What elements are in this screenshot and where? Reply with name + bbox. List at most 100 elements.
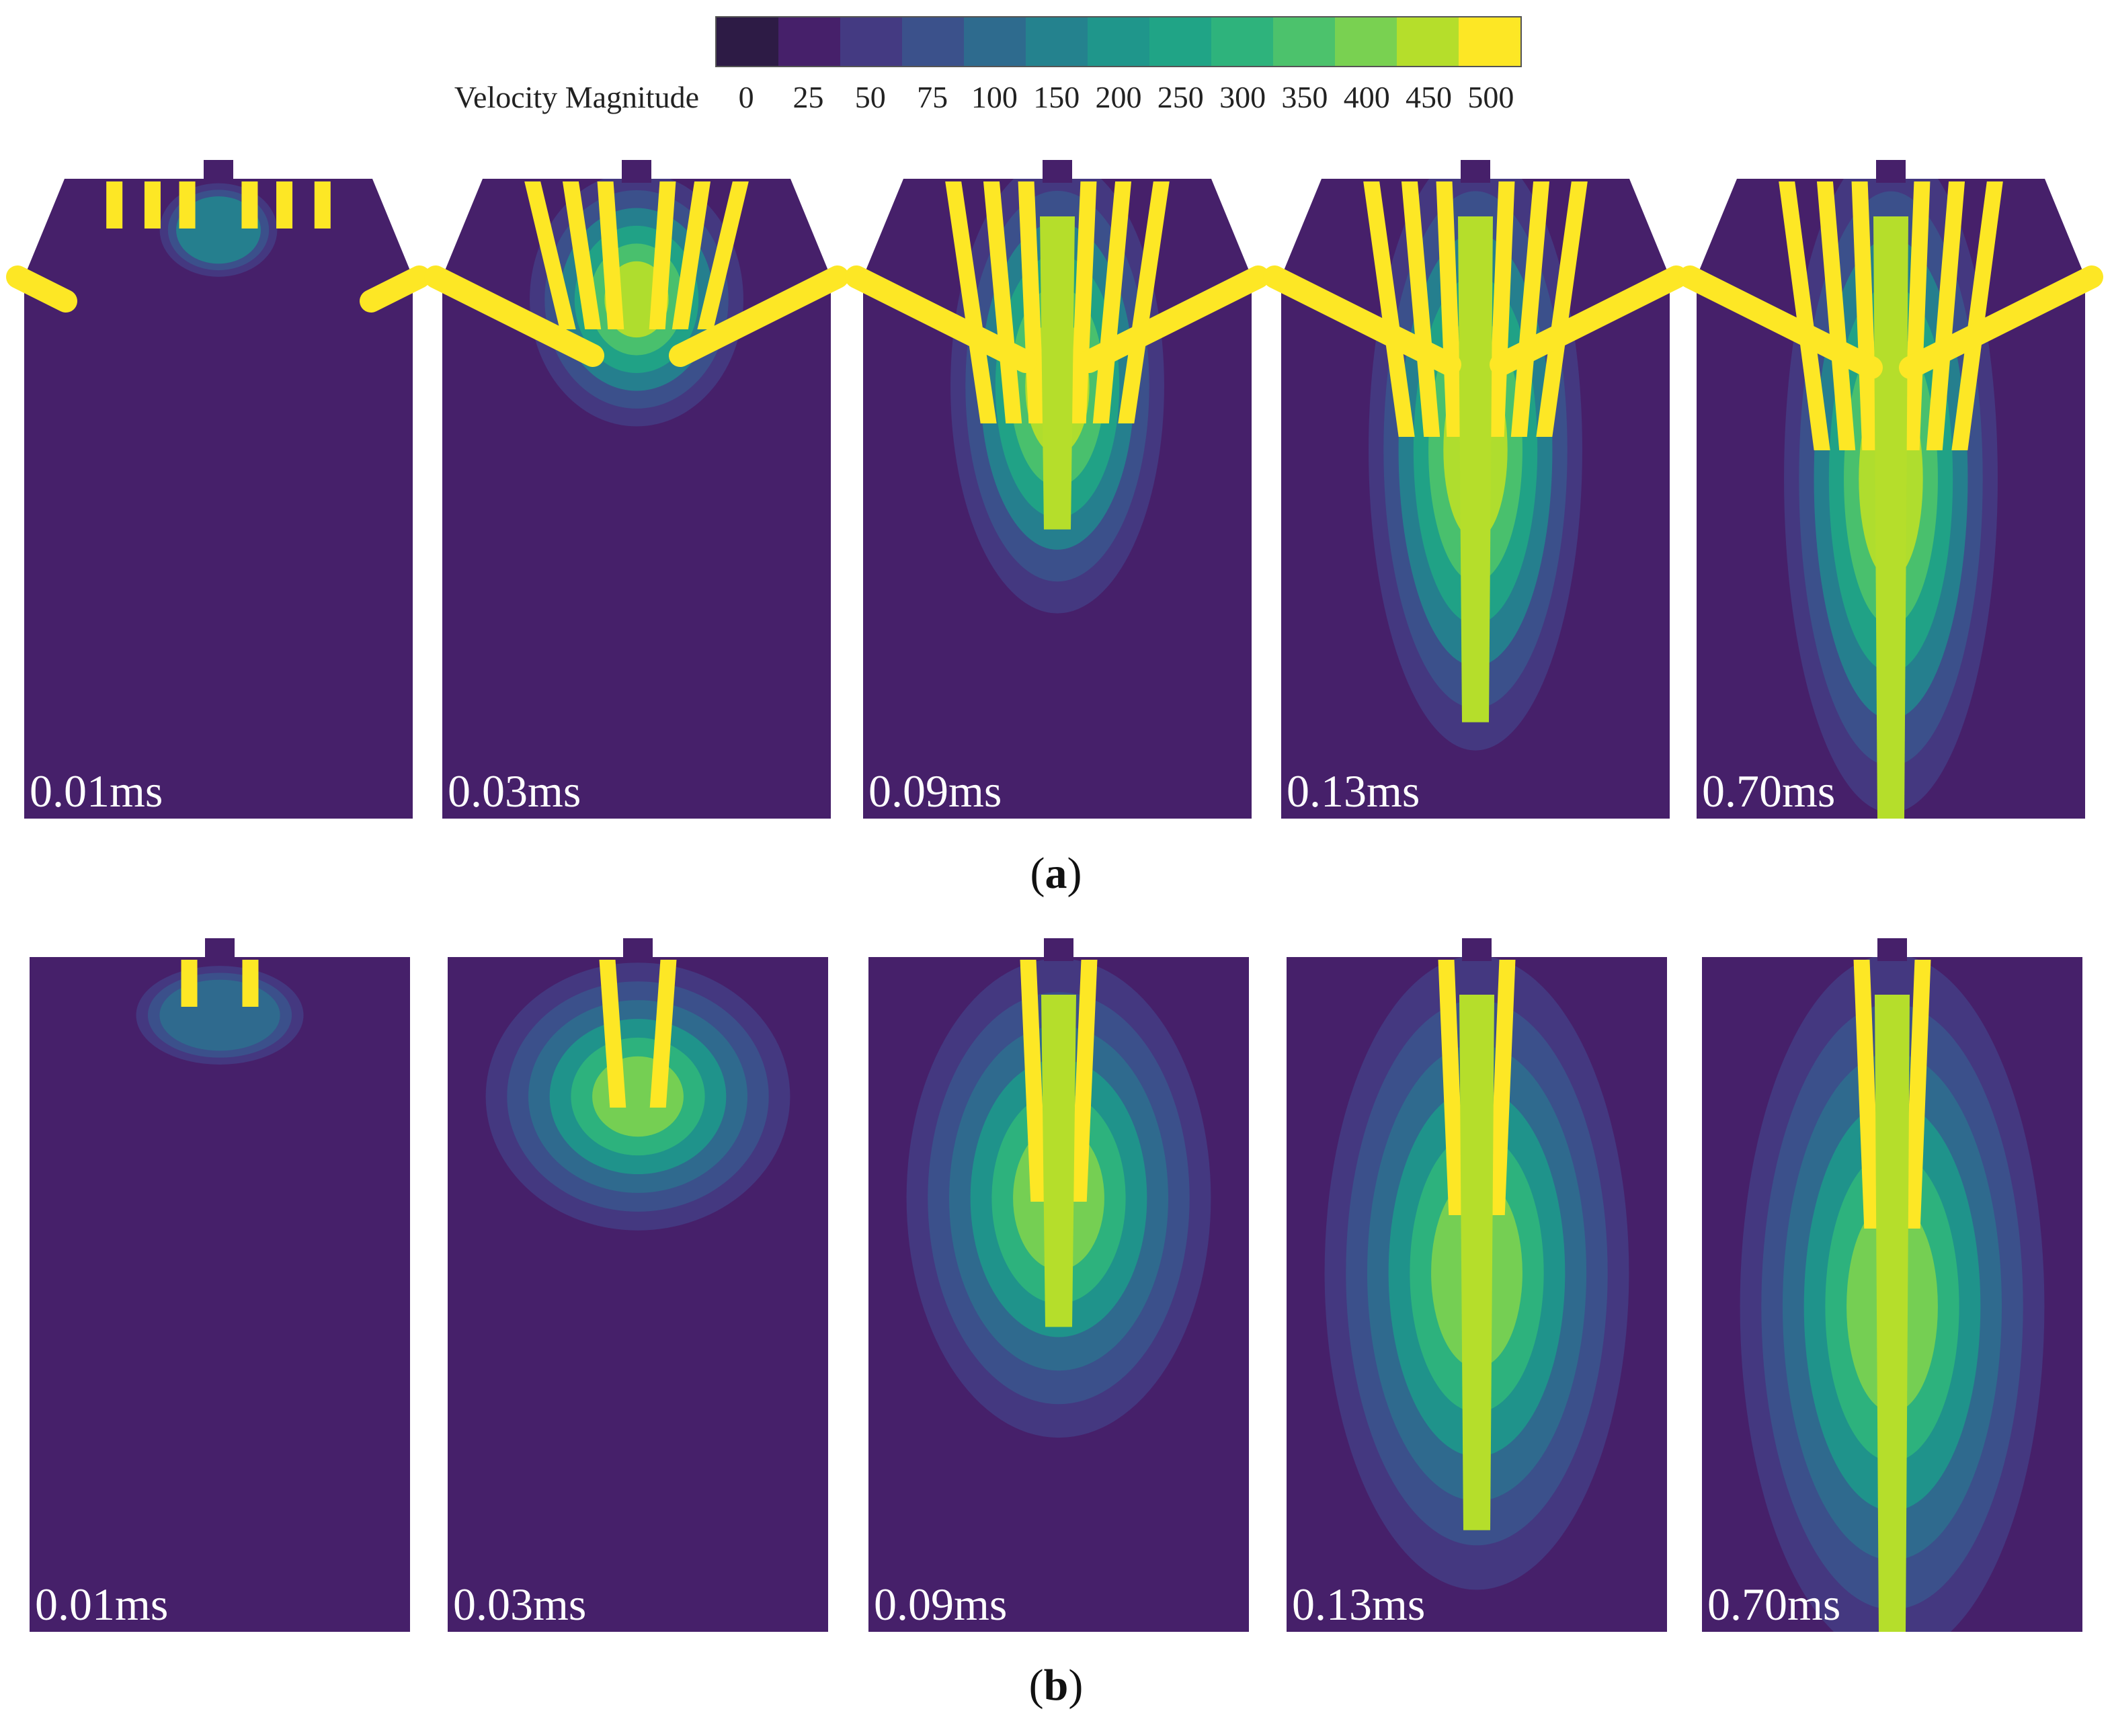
colorbar-tick-label: 500 [1467, 80, 1514, 114]
panel-time-label: 0.70ms [1702, 766, 1835, 817]
caption-b-close: ) [1068, 1661, 1084, 1710]
panel-time-label: 0.13ms [1287, 766, 1420, 817]
velocity-contour-band [159, 979, 280, 1051]
colorbar-swatch [1211, 17, 1273, 66]
contour-panel: 0.09ms [868, 938, 1249, 1632]
side-jet [1899, 265, 2103, 379]
colorbar-tick-label: 350 [1281, 80, 1328, 114]
side-jet [360, 265, 431, 313]
injector-jet [181, 960, 198, 1007]
caption-a: (a) [1008, 848, 1104, 899]
colorbar-swatch [1149, 17, 1211, 66]
side-jet [669, 265, 849, 367]
contour-panel: 0.01ms [30, 938, 410, 1632]
panel-time-label: 0.09ms [868, 766, 1002, 817]
colorbar-tick-label: 0 [738, 80, 754, 114]
injector-jet [1851, 181, 1879, 450]
injector-jet [1853, 960, 1881, 1229]
injector-jet [524, 181, 576, 329]
center-nozzle [1043, 160, 1072, 183]
injector-jet [697, 181, 749, 329]
colorbar-tick-label: 400 [1343, 80, 1390, 114]
center-nozzle [205, 938, 235, 961]
contour-panel: 0.03ms [448, 938, 828, 1632]
central-jet-core [1041, 995, 1076, 1327]
injector-jet [241, 181, 258, 229]
side-jet [6, 265, 77, 313]
row-b-panels: 0.01ms 0.03ms 0.09ms 0.13ms 0.70ms [30, 938, 2082, 1632]
caption-a-open: ( [1030, 849, 1045, 898]
injector-jet [1904, 960, 1931, 1229]
colorbar-ticks: 0 25 50 75 100 150 200 250 300 350 400 450 500 [715, 79, 1522, 120]
row-a-panels: 0.01ms 0.03ms 0.09ms 0.13ms 0.70ms [6, 160, 2103, 819]
velocity-contour-band [176, 196, 261, 264]
panel-time-label: 0.03ms [448, 766, 581, 817]
center-nozzle [1461, 160, 1490, 183]
panel-time-label: 0.03ms [453, 1579, 586, 1630]
contour-panel: 0.70ms [1702, 938, 2082, 1632]
colorbar-tick-label: 450 [1406, 80, 1453, 114]
panel-time-label: 0.70ms [1707, 1579, 1840, 1630]
central-jet-core [1458, 216, 1493, 722]
colorbar-tick-label: 300 [1219, 80, 1266, 114]
central-jet-core [1040, 216, 1075, 530]
injector-jet [945, 181, 997, 423]
injector-jet [106, 181, 123, 229]
central-jet-core [1459, 995, 1494, 1530]
colorbar-swatch [1397, 17, 1459, 66]
contour-panel: 0.01ms [6, 160, 431, 819]
contour-panel: 0.13ms [1263, 160, 1688, 819]
injector-jet [1069, 181, 1097, 423]
colorbar-swatch [1026, 17, 1088, 66]
injector-jet [1488, 960, 1516, 1215]
domain-background [30, 957, 410, 1632]
colorbar-swatch [778, 17, 840, 66]
injector-jet [144, 181, 161, 229]
injector-jet [276, 181, 293, 229]
contour-panel: 0.70ms [1678, 160, 2103, 819]
injector-jet [1510, 181, 1550, 437]
injector-jet [1903, 181, 1931, 450]
colorbar-swatch [964, 17, 1026, 66]
panel-time-label: 0.09ms [874, 1579, 1007, 1630]
colorbar-swatch [1459, 17, 1520, 66]
colorbar [715, 16, 1522, 67]
injector-jet [1363, 181, 1415, 437]
contour-panel: 0.13ms [1287, 938, 1667, 1632]
injector-jet [649, 181, 676, 329]
side-jet [1490, 265, 1688, 376]
injector-jet [242, 960, 259, 1007]
caption-b-letter: b [1043, 1661, 1069, 1710]
center-nozzle [622, 160, 651, 183]
center-nozzle [1462, 938, 1492, 961]
center-nozzle [1044, 938, 1073, 961]
colorbar-tick-label: 75 [917, 80, 948, 114]
colorbar-swatch [717, 17, 778, 66]
contour-panel: 0.03ms [424, 160, 849, 819]
colorbar-tick-label: 150 [1033, 80, 1080, 114]
colorbar-tick-label: 250 [1157, 80, 1204, 114]
caption-b: (b) [1008, 1660, 1104, 1711]
colorbar-tick-label: 200 [1095, 80, 1142, 114]
contour-panel: 0.09ms [845, 160, 1270, 819]
caption-a-letter: a [1045, 849, 1067, 898]
center-nozzle [1877, 938, 1907, 961]
injector-jet [649, 960, 677, 1108]
injector-jet [1536, 181, 1588, 437]
colorbar-tick-label: 50 [854, 80, 886, 114]
colorbar-swatch [902, 17, 964, 66]
injector-jet [1020, 960, 1047, 1202]
injector-jet [672, 181, 711, 329]
panel-time-label: 0.01ms [30, 766, 163, 817]
side-jet [424, 265, 604, 367]
injector-jet [1926, 181, 1965, 450]
side-jet [1678, 265, 1883, 379]
injector-jet [599, 960, 626, 1108]
domain-background [24, 179, 413, 819]
injector-jet [597, 181, 624, 329]
center-nozzle [1876, 160, 1906, 183]
legend-title: Velocity Magnitude [454, 80, 699, 114]
injector-jet [562, 181, 602, 329]
injector-jet [1018, 181, 1045, 423]
